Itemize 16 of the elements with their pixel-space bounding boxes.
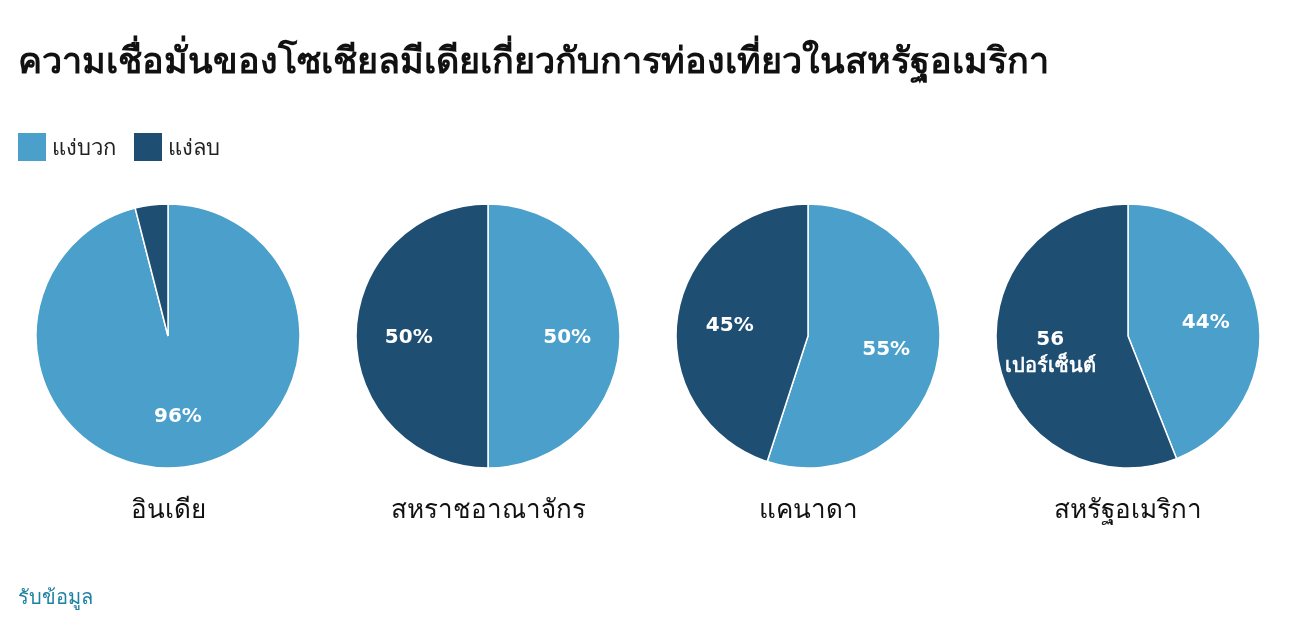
text: ความเชื่อมั่นของโซเชียลมีเดียเกี่ยวกับการท่องเที่ยวในสหรัฐอเมริกา xyxy=(18,35,1049,84)
data-label: 45% xyxy=(705,311,754,336)
data-label: 96% xyxy=(153,402,202,427)
data-label: 44% xyxy=(1181,309,1230,334)
text: อินเดีย xyxy=(130,494,206,524)
text: รับข้อมูล xyxy=(18,585,93,610)
text: สหราชอาณาจักร xyxy=(390,494,586,524)
data-label: 56 เปอร์เซ็นต์ xyxy=(1004,325,1096,377)
text: แคนาดา xyxy=(758,494,858,524)
data-label: 55% xyxy=(862,336,911,361)
text: สหรัฐอเมริกา xyxy=(1054,494,1202,525)
pie-slice xyxy=(35,203,301,469)
data-label: 50% xyxy=(543,324,592,348)
legend-label: แง่บวก xyxy=(52,135,116,160)
data-label: 50% xyxy=(384,324,433,348)
legend-label: แง่ลบ xyxy=(168,135,220,160)
